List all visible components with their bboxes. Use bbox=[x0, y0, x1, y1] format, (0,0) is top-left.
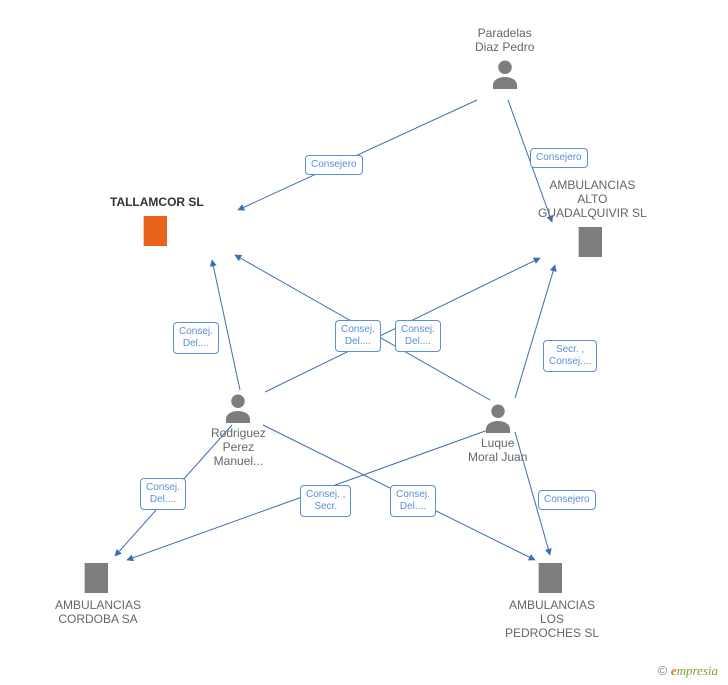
edge-label[interactable]: Secr. , Consej.... bbox=[543, 340, 597, 372]
building-icon bbox=[505, 558, 599, 598]
person-icon bbox=[475, 56, 534, 92]
edge-label[interactable]: Consej. Del.... bbox=[390, 485, 436, 517]
node-ambPedroches[interactable]: AMBULANCIAS LOS PEDROCHES SL bbox=[505, 556, 599, 640]
node-rodriguez[interactable]: Rodriguez Perez Manuel... bbox=[211, 388, 266, 468]
node-label: Rodriguez Perez Manuel... bbox=[211, 426, 266, 468]
edge-label[interactable]: Consej. Del.... bbox=[395, 320, 441, 352]
building-icon bbox=[538, 222, 647, 262]
node-paradelas[interactable]: Paradelas Diaz Pedro bbox=[475, 26, 534, 92]
edge-label[interactable]: Consej. Del.... bbox=[335, 320, 381, 352]
node-tallamcor[interactable]: TALLAMCOR SL bbox=[110, 195, 204, 251]
edge-label[interactable]: Consej. Del.... bbox=[173, 322, 219, 354]
node-label: AMBULANCIAS LOS PEDROCHES SL bbox=[505, 598, 599, 640]
edge-line bbox=[515, 265, 555, 398]
building-icon bbox=[55, 558, 141, 598]
brand-rest: mpresia bbox=[677, 663, 718, 678]
node-ambCordoba[interactable]: AMBULANCIAS CORDOBA SA bbox=[55, 556, 141, 626]
building-icon bbox=[110, 211, 204, 251]
node-label: TALLAMCOR SL bbox=[110, 195, 204, 209]
edge-label[interactable]: Consejero bbox=[538, 490, 596, 510]
person-icon bbox=[468, 400, 527, 436]
node-label: AMBULANCIAS CORDOBA SA bbox=[55, 598, 141, 626]
node-label: Luque Moral Juan bbox=[468, 436, 527, 464]
edge-label[interactable]: Consejero bbox=[305, 155, 363, 175]
edge-label[interactable]: Consej. Del.... bbox=[140, 478, 186, 510]
footer-attribution: © empresia bbox=[658, 663, 718, 679]
edge-label[interactable]: Consej. , Secr. bbox=[300, 485, 351, 517]
edge-label[interactable]: Consejero bbox=[530, 148, 588, 168]
person-icon bbox=[211, 390, 266, 426]
node-luque[interactable]: Luque Moral Juan bbox=[468, 398, 527, 464]
copyright-symbol: © bbox=[658, 663, 668, 678]
node-ambAlto[interactable]: AMBULANCIAS ALTO GUADALQUIVIR SL bbox=[538, 178, 647, 262]
node-label: Paradelas Diaz Pedro bbox=[475, 26, 534, 54]
node-label: AMBULANCIAS ALTO GUADALQUIVIR SL bbox=[538, 178, 647, 220]
